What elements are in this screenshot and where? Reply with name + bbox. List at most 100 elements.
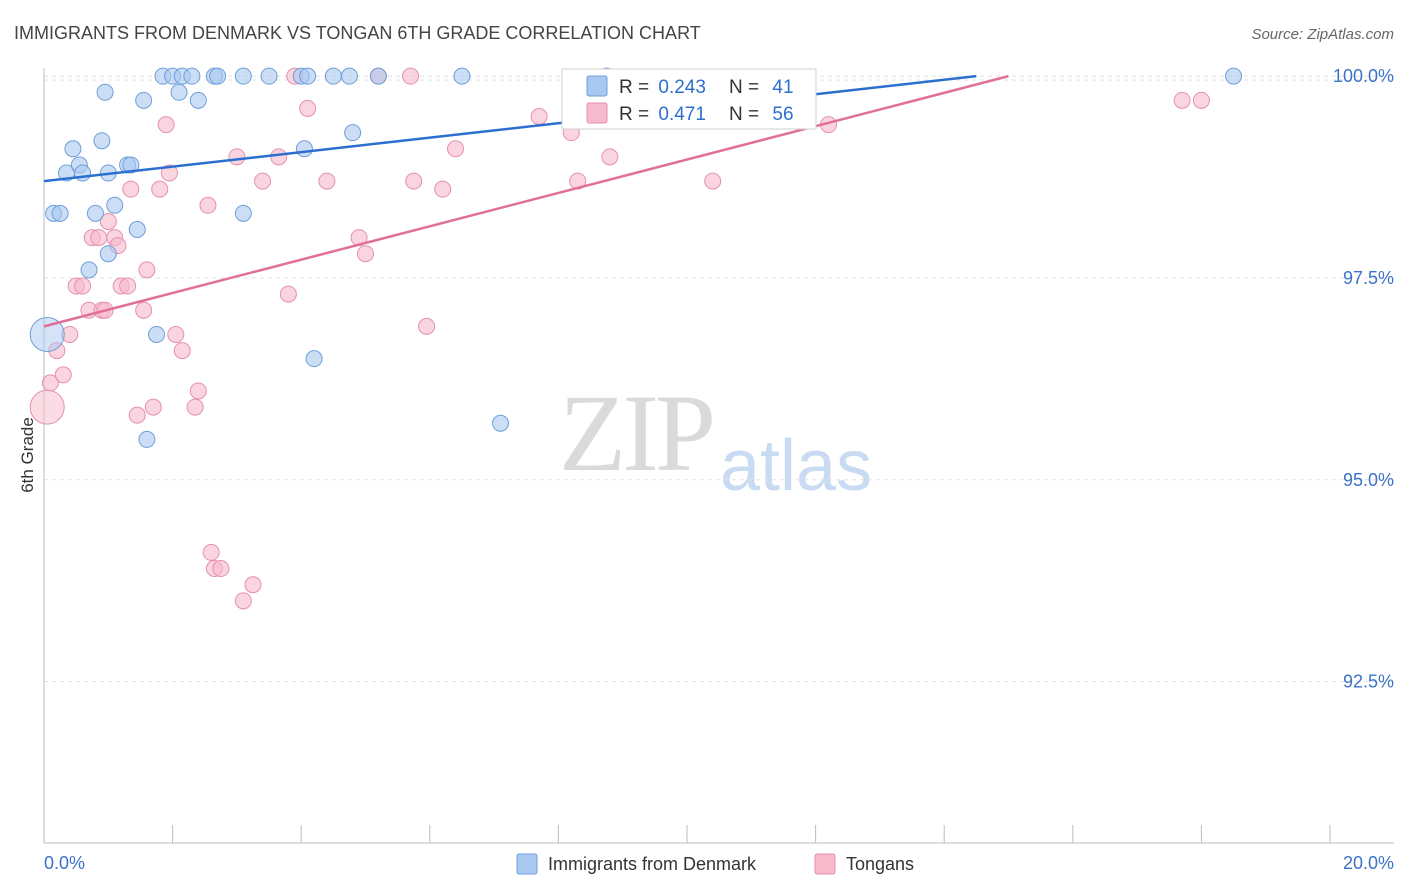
point-denmark-26 <box>209 67 227 85</box>
point-denmark-6 <box>80 261 98 279</box>
stats-n-value-denmark: 41 <box>772 77 793 98</box>
point-tongan-11 <box>99 212 117 230</box>
point-denmark-33 <box>299 67 317 85</box>
point-tongan-42 <box>357 245 374 263</box>
point-tongan-35 <box>254 172 272 190</box>
point-tongan-52 <box>601 148 619 166</box>
x-tick-label-max: 20.0% <box>1343 853 1394 873</box>
point-denmark-34 <box>324 67 342 85</box>
point-denmark-29 <box>260 67 278 85</box>
legend-swatch-denmark <box>516 853 538 875</box>
point-denmark-38 <box>453 67 471 85</box>
point-denmark-35 <box>340 67 358 85</box>
chart-source: Source: ZipAtlas.com <box>1251 26 1394 43</box>
point-denmark-14 <box>122 156 140 174</box>
point-tongan-20 <box>144 398 162 416</box>
stats-swatch-denmark <box>586 75 608 97</box>
point-tongan-33 <box>234 592 252 610</box>
point-denmark-36 <box>344 124 362 142</box>
point-tongan-26 <box>186 398 204 416</box>
y-tick-label-1: 97.5% <box>1343 268 1394 288</box>
point-denmark-24 <box>189 91 207 109</box>
point-denmark-3 <box>64 140 82 158</box>
point-denmark-39 <box>492 414 510 432</box>
svg-text:N = 56: N = 56 <box>729 104 794 125</box>
point-tongan-39 <box>299 99 317 117</box>
y-axis-label: 6th Grade <box>18 417 37 493</box>
point-tongan-18 <box>135 301 153 319</box>
point-tongan-22 <box>157 116 175 134</box>
trend-lines <box>43 74 1009 328</box>
point-tongan-48 <box>447 140 465 158</box>
point-tongan-57 <box>29 389 65 425</box>
tick-labels: 100.0% 97.5% 95.0% 92.5% 0.0% 20.0% <box>44 66 1394 873</box>
point-denmark-1 <box>51 204 69 222</box>
stats-legend: R = 0.243 N = 41 R = 0.471 N = 56 <box>561 68 817 130</box>
series-legend: Immigrants from Denmark Tongans <box>516 853 914 875</box>
point-denmark-31 <box>295 140 313 158</box>
point-denmark-27 <box>234 67 252 85</box>
watermark-zip: ZIP <box>559 372 712 494</box>
point-denmark-18 <box>148 325 166 343</box>
point-tongan-27 <box>189 382 207 400</box>
stats-swatch-tongan <box>586 102 608 124</box>
stats-r-label-denmark: R = <box>619 77 654 98</box>
point-tongan-29 <box>202 543 220 561</box>
svg-text:R = 0.471: R = 0.471 <box>619 104 706 125</box>
point-tongan-55 <box>1173 91 1191 109</box>
point-tongan-53 <box>704 172 722 190</box>
point-denmark-9 <box>96 83 114 101</box>
watermark-atlas: atlas <box>720 426 872 506</box>
stats-r-label-tongan: R = <box>619 104 654 125</box>
x-tick-label-min: 0.0% <box>44 853 85 873</box>
y-tick-label-0: 100.0% <box>1333 66 1394 86</box>
point-denmark-28 <box>234 204 252 222</box>
point-tongan-23 <box>160 164 178 182</box>
point-denmark-17 <box>138 430 156 448</box>
point-denmark-41 <box>1225 67 1243 85</box>
point-tongan-45 <box>405 172 423 190</box>
point-tongan-40 <box>318 172 336 190</box>
point-tongan-44 <box>402 67 420 85</box>
point-tongan-16 <box>122 180 140 198</box>
legend-label-denmark: Immigrants from Denmark <box>548 854 757 874</box>
point-tongan-56 <box>1192 91 1210 109</box>
stats-r-value-tongan: 0.471 <box>658 104 706 125</box>
point-denmark-8 <box>93 132 111 150</box>
point-denmark-21 <box>170 83 188 101</box>
y-tick-label-2: 95.0% <box>1343 470 1394 490</box>
point-tongan-32 <box>228 148 246 166</box>
point-tongan-2 <box>54 366 72 384</box>
point-tongan-36 <box>270 148 288 166</box>
scatter-points <box>29 67 1243 610</box>
stats-n-label-tongan: N = <box>729 104 764 125</box>
point-denmark-7 <box>86 204 104 222</box>
point-tongan-47 <box>434 180 452 198</box>
point-tongan-25 <box>173 342 191 360</box>
gridlines <box>44 75 1394 683</box>
point-tongan-37 <box>279 285 297 303</box>
point-tongan-19 <box>138 261 156 279</box>
trend-line-tongan <box>43 74 1009 328</box>
svg-text:N = 41: N = 41 <box>729 77 794 98</box>
point-denmark-42 <box>29 316 65 352</box>
point-denmark-10 <box>99 245 117 263</box>
point-denmark-23 <box>183 67 201 85</box>
point-tongan-5 <box>74 277 92 295</box>
point-tongan-34 <box>244 576 262 594</box>
stats-r-value-denmark: 0.243 <box>658 77 706 98</box>
point-tongan-8 <box>90 229 108 247</box>
legend-swatch-tongan <box>814 853 836 875</box>
point-denmark-37 <box>369 67 387 85</box>
stats-n-label-denmark: N = <box>729 77 764 98</box>
point-denmark-12 <box>106 196 124 214</box>
point-tongan-46 <box>418 317 436 335</box>
trend-line-denmark <box>43 74 977 183</box>
point-tongan-15 <box>119 277 137 295</box>
point-denmark-32 <box>305 350 323 368</box>
svg-text:R = 0.243: R = 0.243 <box>619 77 706 98</box>
y-tick-label-3: 92.5% <box>1343 672 1394 692</box>
point-tongan-21 <box>151 180 169 198</box>
point-denmark-16 <box>135 91 153 109</box>
